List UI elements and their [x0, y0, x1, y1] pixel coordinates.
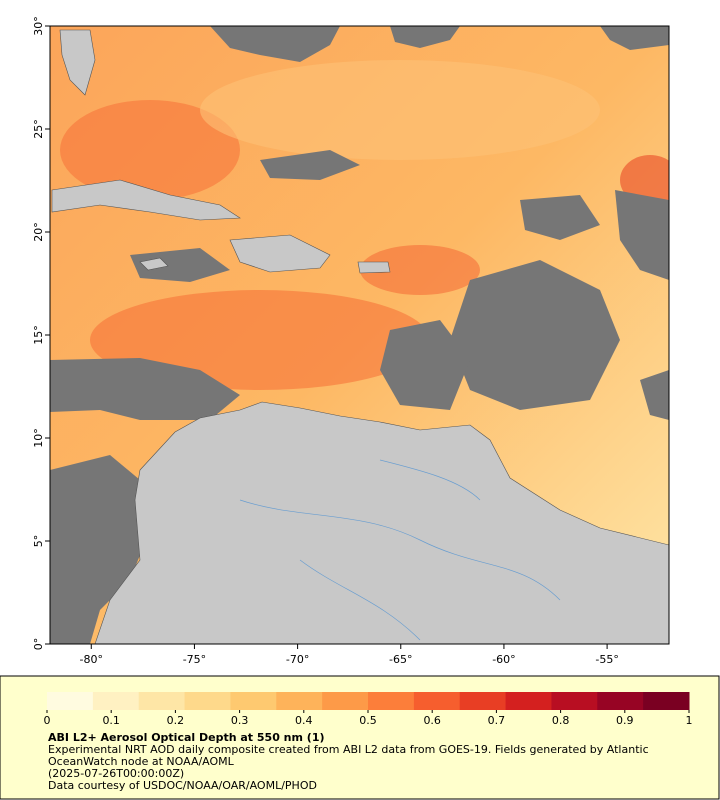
colorbar-tick-label: 0.3 [231, 714, 249, 727]
y-tick-label: 10° [32, 428, 45, 448]
colorbar-swatch [597, 692, 644, 710]
colorbar-swatch [138, 692, 186, 710]
colorbar-tick-label: 0.2 [167, 714, 185, 727]
x-tick-label: -75° [183, 653, 206, 666]
caption: ABI L2+ Aerosol Optical Depth at 550 nm … [48, 732, 688, 792]
colorbar-swatch [643, 692, 690, 710]
colorbar-swatch [92, 692, 140, 710]
colorbar-swatch [551, 692, 598, 710]
colorbar-tick-label: 0.4 [295, 714, 313, 727]
colorbar-swatch [276, 692, 323, 710]
colorbar-swatch [505, 692, 552, 710]
x-tick-label: -70° [286, 653, 309, 666]
land [51, 29, 669, 644]
colorbar-tick-label: 0.5 [359, 714, 377, 727]
aerosol-plume [620, 155, 669, 205]
y-tick-label: 15° [32, 325, 45, 345]
map [50, 26, 669, 644]
colorbar-swatch [47, 692, 94, 710]
caption-title: ABI L2+ Aerosol Optical Depth at 550 nm … [48, 731, 325, 744]
colorbar-tick-label: 0.6 [423, 714, 441, 727]
aerosol-plume [60, 100, 240, 200]
caption-credit: Data courtesy of USDOC/NOAA/OAR/AOML/PHO… [48, 779, 317, 792]
colorbar-tick-label: 1 [686, 714, 693, 727]
colorbar: 0 0.1 0.2 0.3 0.4 0.5 0.6 0.7 0.8 0.9 1 [44, 692, 693, 727]
y-tick-label: 30° [32, 16, 45, 36]
x-tick-label: -60° [492, 653, 515, 666]
colorbar-swatch [322, 692, 369, 710]
caption-date: (2025-07-26T00:00:00Z) [48, 767, 185, 780]
colorbar-swatch [413, 692, 461, 710]
aerosol-plume [360, 245, 480, 295]
colorbar-swatch [230, 692, 277, 710]
y-tick-label: 20° [32, 222, 45, 242]
colorbar-tick-label: 0 [44, 714, 51, 727]
y-tick-label: 0° [32, 638, 45, 651]
colorbar-tick-label: 0.7 [488, 714, 506, 727]
aerosol-haze [200, 60, 600, 160]
rivers [239, 459, 561, 641]
y-tick-label: 25° [32, 119, 45, 139]
cloud-mask [50, 26, 669, 644]
x-tick-label: -55° [595, 653, 618, 666]
colorbar-swatch [368, 692, 415, 710]
y-tick-label: 5° [32, 535, 45, 548]
colorbar-tick-label: 0.9 [616, 714, 634, 727]
caption-description: Experimental NRT AOD daily composite cre… [48, 743, 649, 768]
colorbar-swatch [459, 692, 507, 710]
colorbar-swatch [184, 692, 231, 710]
axes: -80° -75° -70° -65° -60° -55° 0° 5° 10° 15° 20° 25°… [32, 16, 619, 666]
colorbar-tick-label: 0.8 [552, 714, 570, 727]
x-tick-label: -80° [80, 653, 103, 666]
colorbar-tick-label: 0.1 [102, 714, 120, 727]
x-tick-label: -65° [389, 653, 412, 666]
